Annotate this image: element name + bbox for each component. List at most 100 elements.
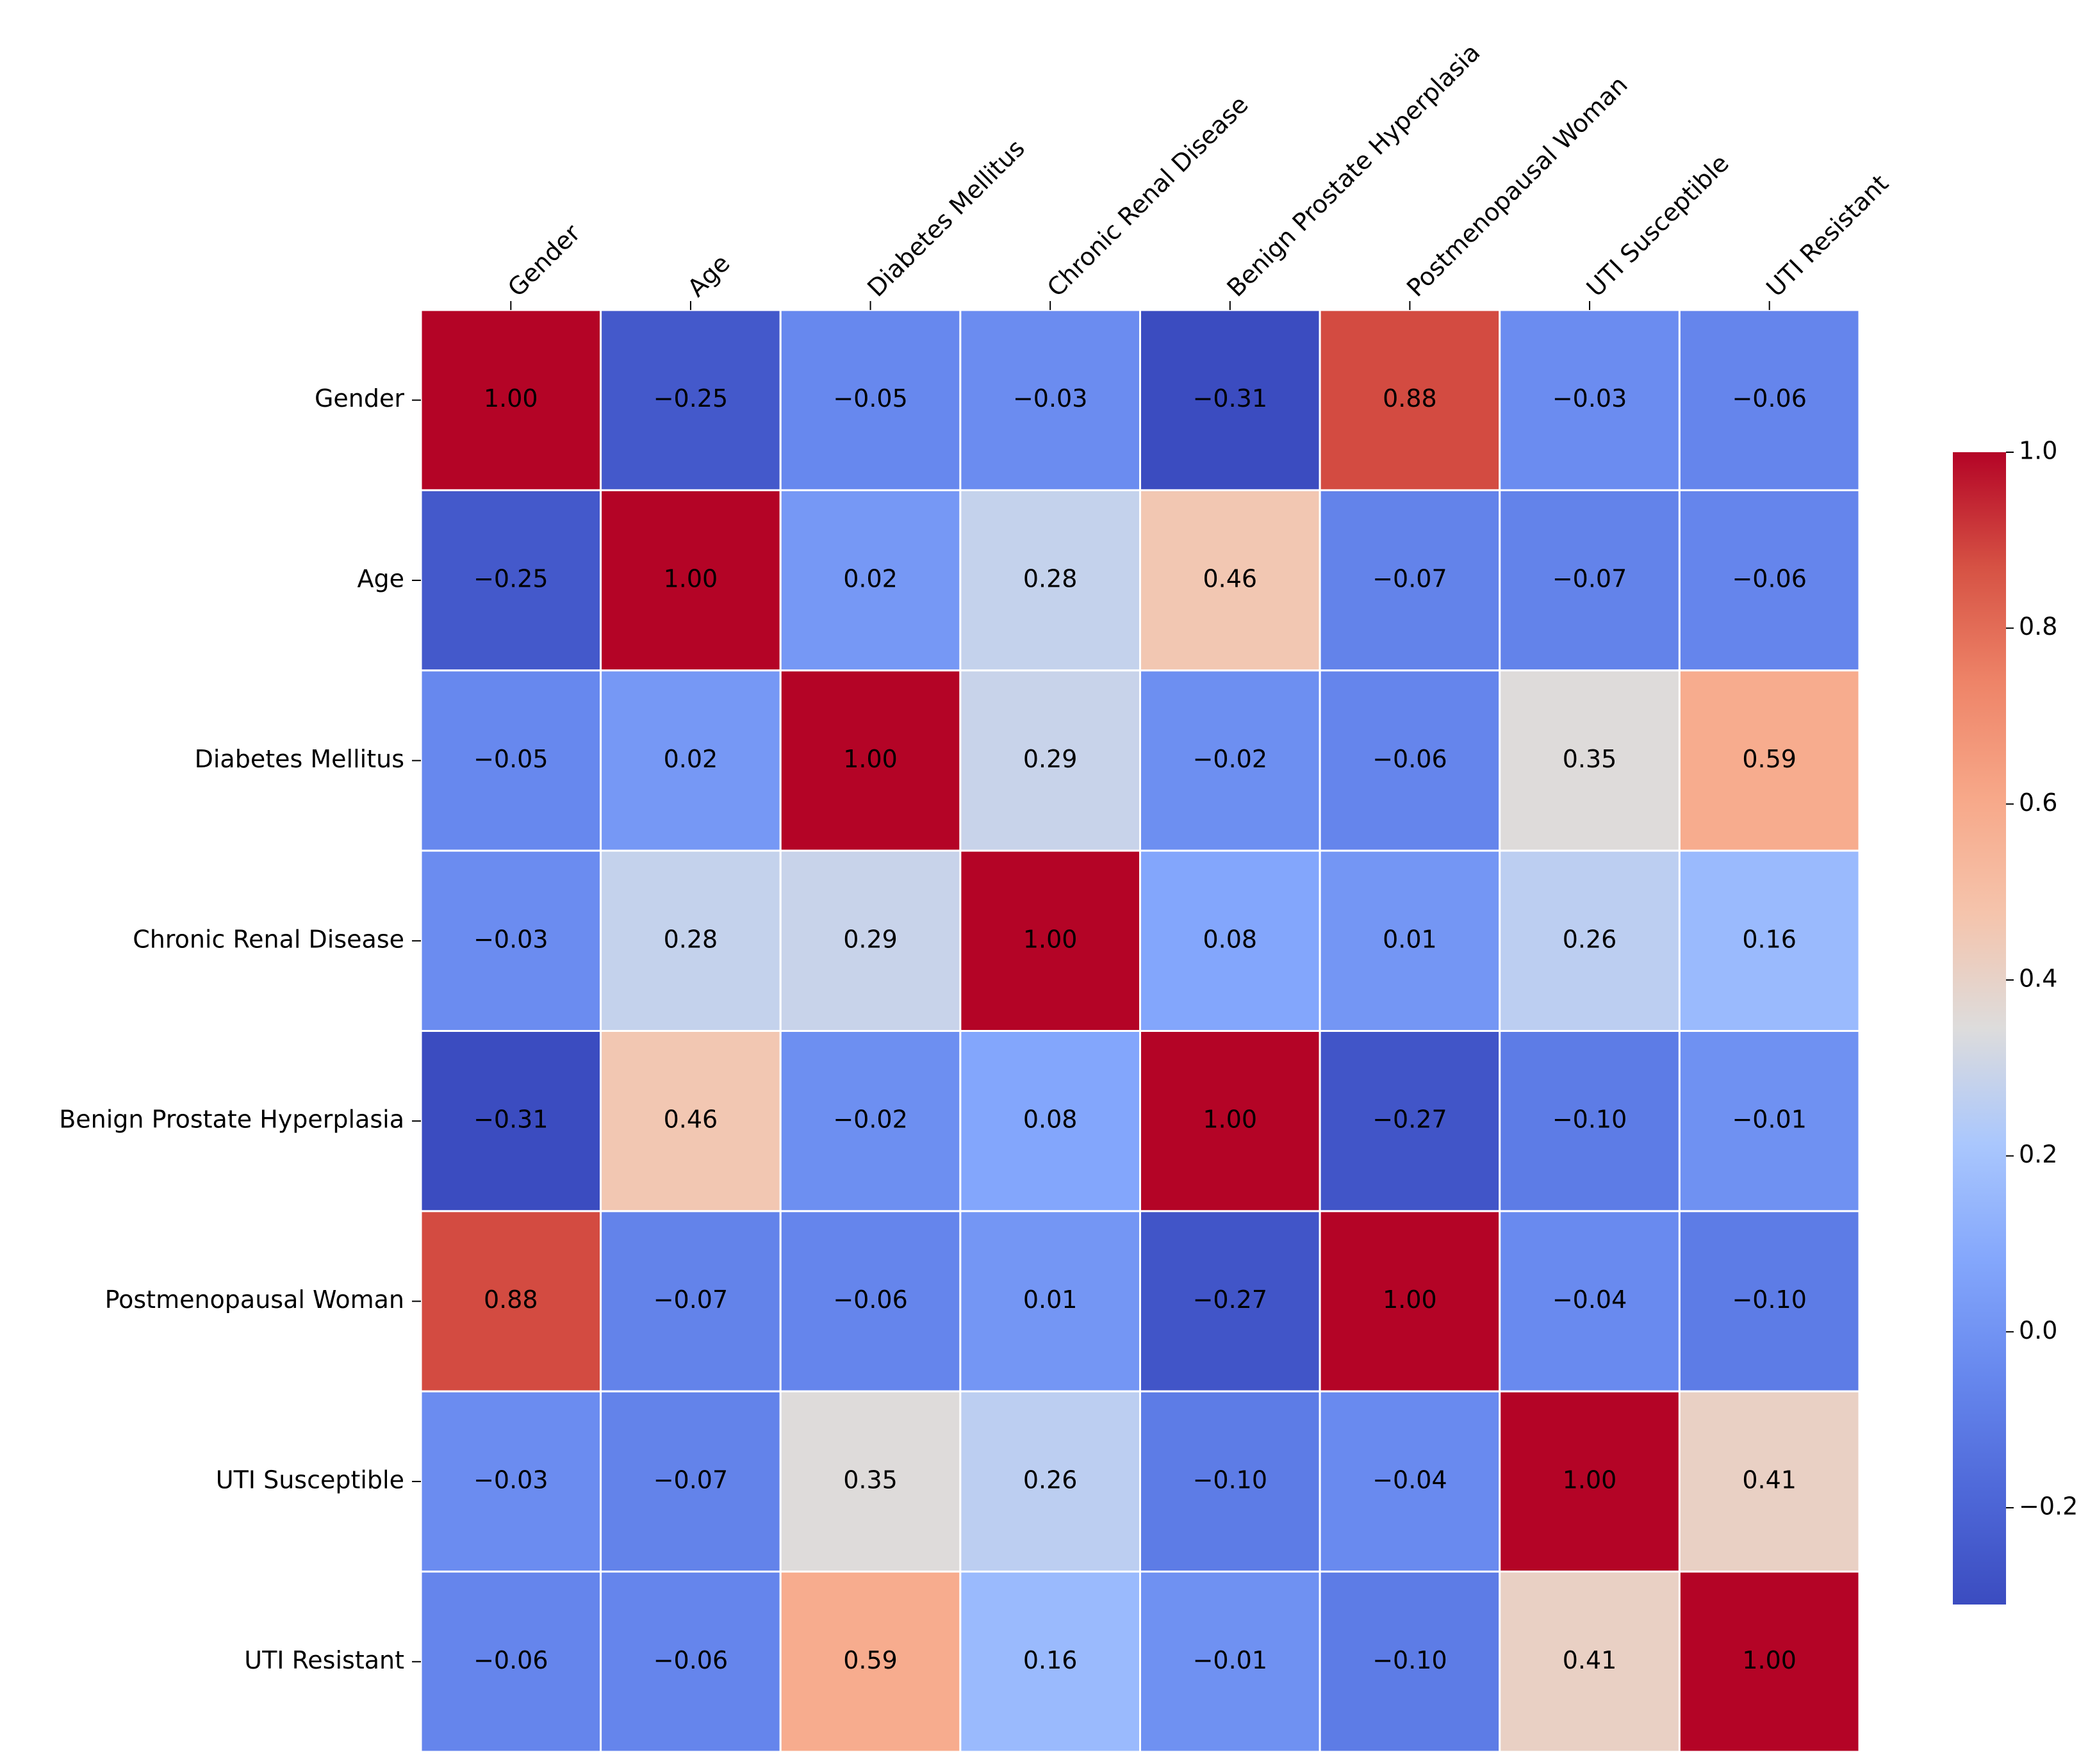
heatmap-cell <box>1319 1030 1501 1213</box>
heatmap-cell <box>600 309 782 491</box>
cell-label: 1.00 <box>843 745 898 773</box>
cell-label: 0.88 <box>1383 384 1437 412</box>
cell-label: 1.00 <box>1023 925 1078 953</box>
cell-label: −0.05 <box>473 745 548 773</box>
heatmap-cell <box>1499 489 1681 672</box>
cell-label: 0.26 <box>1563 925 1617 953</box>
cell-label: 0.01 <box>1023 1286 1078 1314</box>
cell-label: 0.41 <box>1563 1646 1617 1674</box>
heatmap-cell <box>600 489 782 672</box>
heatmap-cell <box>1678 1030 1861 1213</box>
cell-label: −0.07 <box>654 1466 728 1494</box>
heatmap-cell <box>1319 669 1501 852</box>
cell-label: 0.16 <box>1742 925 1797 953</box>
cell-label: −0.03 <box>1552 384 1627 412</box>
heatmap-cell <box>959 1030 1141 1213</box>
heatmap-cell <box>779 1571 962 1753</box>
heatmap-cell <box>1319 1390 1501 1573</box>
heatmap-cell <box>1139 1390 1321 1573</box>
heatmap-cell <box>420 309 602 491</box>
cell-label: 1.00 <box>484 384 538 412</box>
heatmap-cell <box>1319 489 1501 672</box>
cell-label: 0.28 <box>664 925 718 953</box>
heatmap-cell <box>600 669 782 852</box>
heatmap-cell <box>959 669 1141 852</box>
cell-label: −0.02 <box>833 1106 907 1134</box>
x-tick-label: Chronic Renal Disease <box>1042 90 1254 302</box>
y-tick-label: UTI Susceptible <box>216 1466 404 1494</box>
heatmap-cell <box>1499 849 1681 1032</box>
heatmap-cell <box>779 1390 962 1573</box>
cell-label: 0.29 <box>843 925 898 953</box>
heatmap-cell <box>1678 1571 1861 1753</box>
heatmap-cell <box>1499 1390 1681 1573</box>
heatmap-cell <box>420 669 602 852</box>
cell-label: 1.00 <box>1563 1466 1617 1494</box>
x-tick-label: UTI Susceptible <box>1581 149 1734 302</box>
heatmap-cell <box>1319 1210 1501 1392</box>
colorbar-tick-label: 0.6 <box>2019 788 2057 817</box>
cell-label: 0.29 <box>1023 745 1078 773</box>
heatmap-cell <box>1139 1571 1321 1753</box>
heatmap-cell <box>420 849 602 1032</box>
cell-label: 0.26 <box>1023 1466 1078 1494</box>
colorbar-tick-label: 0.8 <box>2019 612 2057 641</box>
cell-label: −0.06 <box>654 1646 728 1674</box>
colorbar-tick-label: 1.0 <box>2019 437 2057 465</box>
heatmap-cell <box>1319 1571 1501 1753</box>
cell-label: −0.04 <box>1372 1466 1447 1494</box>
cell-label: −0.01 <box>1193 1646 1267 1674</box>
cell-label: 0.41 <box>1742 1466 1797 1494</box>
cell-label: −0.10 <box>1193 1466 1267 1494</box>
y-tick-label: Diabetes Mellitus <box>195 745 404 773</box>
heatmap-cell <box>779 849 962 1032</box>
cell-label: 0.88 <box>484 1286 538 1314</box>
heatmap-cell <box>600 1390 782 1573</box>
cell-label: −0.04 <box>1552 1286 1627 1314</box>
cell-label: −0.03 <box>473 925 548 953</box>
y-tick-label: UTI Resistant <box>244 1646 404 1674</box>
cell-label: 0.02 <box>664 745 718 773</box>
cell-label: −0.07 <box>1552 565 1627 593</box>
y-tick-label: Postmenopausal Woman <box>105 1286 404 1314</box>
cell-label: 0.59 <box>1742 745 1797 773</box>
cell-label: −0.31 <box>473 1106 548 1134</box>
cell-label: −0.03 <box>1013 384 1087 412</box>
cell-label: −0.06 <box>473 1646 548 1674</box>
heatmap-cell <box>779 1030 962 1213</box>
cell-label: −0.10 <box>1732 1286 1806 1314</box>
heatmap-cell <box>1139 1030 1321 1213</box>
y-tick-label: Chronic Renal Disease <box>133 925 404 953</box>
cell-label: 0.35 <box>843 1466 898 1494</box>
heatmap-cell <box>1499 669 1681 852</box>
heatmap-cell <box>959 849 1141 1032</box>
heatmap-cell <box>1139 1210 1321 1392</box>
cell-label: −0.03 <box>473 1466 548 1494</box>
x-tick-label: Gender <box>502 218 586 302</box>
cell-label: −0.06 <box>833 1286 907 1314</box>
cell-label: −0.07 <box>1372 565 1447 593</box>
heatmap-cell <box>600 1210 782 1392</box>
heatmap-cell <box>600 1571 782 1753</box>
cell-label: −0.27 <box>1372 1106 1447 1134</box>
heatmap-cell <box>1678 669 1861 852</box>
heatmap-cell <box>1499 1030 1681 1213</box>
heatmap-cell <box>959 1571 1141 1753</box>
heatmap-cell <box>420 1390 602 1573</box>
cell-label: 0.35 <box>1563 745 1617 773</box>
heatmap-cell <box>1499 1210 1681 1392</box>
cell-label: 1.00 <box>664 565 718 593</box>
cell-label: −0.25 <box>473 565 548 593</box>
x-tick-label: Age <box>682 249 736 302</box>
heatmap-cell <box>1678 1390 1861 1573</box>
heatmap-cell <box>1139 669 1321 852</box>
colorbar-tick-label: −0.2 <box>2019 1492 2078 1520</box>
cell-label: 1.00 <box>1203 1106 1258 1134</box>
cell-label: 0.02 <box>843 565 898 593</box>
cell-label: −0.06 <box>1372 745 1447 773</box>
colorbar-tick-label: 0.0 <box>2019 1316 2057 1344</box>
cell-label: 0.46 <box>664 1106 718 1134</box>
cell-label: −0.10 <box>1552 1106 1627 1134</box>
x-tick-label: UTI Resistant <box>1761 169 1894 302</box>
